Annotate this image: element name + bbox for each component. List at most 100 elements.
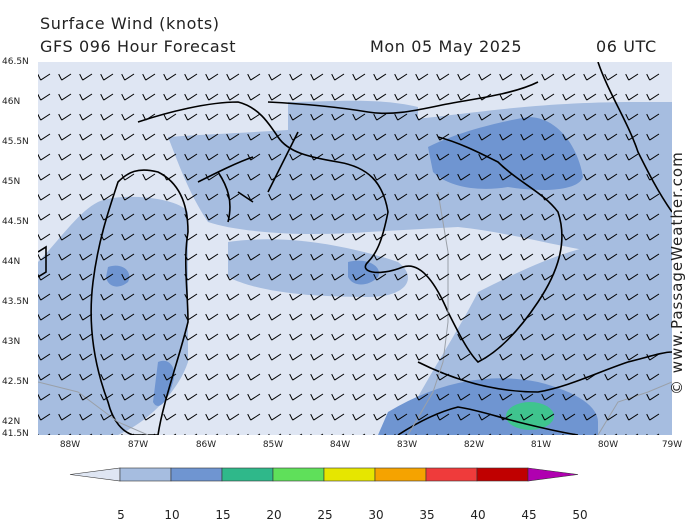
wind-barb bbox=[58, 233, 72, 241]
wind-barb bbox=[499, 413, 513, 421]
wind-barb bbox=[310, 173, 324, 181]
wind-barb bbox=[38, 113, 51, 121]
wind-barb bbox=[100, 153, 114, 161]
wind-barb bbox=[121, 373, 135, 381]
wind-barb bbox=[604, 113, 618, 121]
wind-barb bbox=[478, 393, 492, 401]
wind-barb bbox=[79, 333, 93, 341]
wind-barb bbox=[457, 353, 471, 361]
wind-barb bbox=[289, 233, 303, 241]
wind-barb bbox=[184, 313, 198, 321]
wind-barb bbox=[226, 193, 240, 201]
wind-barb bbox=[478, 153, 492, 161]
wind-barb bbox=[205, 313, 219, 321]
wind-barb bbox=[457, 233, 471, 241]
wind-barb bbox=[373, 173, 387, 181]
wind-barb bbox=[415, 293, 429, 301]
wind-barb bbox=[289, 393, 303, 401]
wind-barb bbox=[352, 273, 366, 281]
wind-barb bbox=[604, 333, 618, 341]
wind-barb bbox=[394, 113, 408, 121]
wind-barb bbox=[100, 313, 114, 321]
wind-barb bbox=[562, 153, 576, 161]
wind-barb bbox=[310, 93, 324, 101]
wind-barb bbox=[352, 393, 366, 401]
wind-barb bbox=[436, 133, 450, 141]
wind-barb bbox=[100, 413, 114, 421]
wind-barb bbox=[247, 73, 261, 81]
wind-barb bbox=[205, 153, 219, 161]
wind-barb bbox=[100, 93, 114, 101]
wind-barb bbox=[184, 393, 198, 401]
wind-barb bbox=[100, 73, 114, 81]
wind-barb bbox=[583, 353, 597, 361]
wind-barb bbox=[457, 133, 471, 141]
wind-barb bbox=[121, 93, 135, 101]
wind-barb bbox=[163, 213, 177, 221]
lon-label: 80W bbox=[597, 440, 619, 450]
wind-barb bbox=[58, 373, 72, 381]
wind-barb bbox=[583, 73, 597, 81]
wind-barb bbox=[331, 273, 345, 281]
wind-barb bbox=[163, 413, 177, 421]
wind-barb bbox=[289, 193, 303, 201]
wind-barb bbox=[352, 73, 366, 81]
wind-barb bbox=[583, 233, 597, 241]
wind-barb bbox=[79, 173, 93, 181]
wind-barb bbox=[394, 133, 408, 141]
wind-barb bbox=[184, 153, 198, 161]
wind-barb bbox=[604, 313, 618, 321]
wind-barb bbox=[373, 353, 387, 361]
wind-barb bbox=[562, 73, 576, 81]
wind-barb bbox=[58, 333, 72, 341]
wind-barb bbox=[352, 93, 366, 101]
legend-swatch bbox=[425, 467, 478, 482]
legend-label: 30 bbox=[368, 508, 384, 522]
wind-barb bbox=[142, 73, 156, 81]
lon-label: 83W bbox=[396, 440, 418, 450]
wind-barb bbox=[436, 353, 450, 361]
wind-barb bbox=[331, 233, 345, 241]
wind-barb bbox=[646, 153, 660, 161]
wind-barb bbox=[310, 113, 324, 121]
wind-barb bbox=[562, 333, 576, 341]
legend-swatch bbox=[170, 467, 223, 482]
wind-barb bbox=[226, 173, 240, 181]
wind-barb bbox=[184, 333, 198, 341]
wind-barb bbox=[310, 313, 324, 321]
wind-barb bbox=[541, 373, 555, 381]
wind-barb bbox=[415, 273, 429, 281]
wind-barb bbox=[646, 353, 660, 361]
wind-barb bbox=[373, 413, 387, 421]
wind-barb bbox=[436, 113, 450, 121]
wind-barb bbox=[499, 313, 513, 321]
wind-barb bbox=[415, 153, 429, 161]
wind-barb bbox=[79, 133, 93, 141]
wind-barb bbox=[38, 153, 51, 161]
wind-barb bbox=[583, 293, 597, 301]
wind-barb bbox=[38, 73, 51, 81]
wind-barb bbox=[121, 233, 135, 241]
wind-barb bbox=[79, 113, 93, 121]
wind-barb bbox=[38, 313, 51, 321]
wind-barb bbox=[226, 393, 240, 401]
wind-barb bbox=[58, 313, 72, 321]
wind-barb bbox=[415, 393, 429, 401]
wind-barb bbox=[289, 373, 303, 381]
wind-barb bbox=[520, 113, 534, 121]
wind-barb bbox=[562, 93, 576, 101]
wind-barb bbox=[373, 273, 387, 281]
wind-barb bbox=[226, 213, 240, 221]
copyright-credit: © www.PassageWeather.com bbox=[668, 151, 686, 395]
wind-barb bbox=[184, 273, 198, 281]
wind-barb bbox=[478, 413, 492, 421]
wind-barb bbox=[415, 73, 429, 81]
wind-barb bbox=[79, 93, 93, 101]
wind-barb bbox=[100, 273, 114, 281]
wind-barb bbox=[541, 93, 555, 101]
wind-barb bbox=[436, 153, 450, 161]
wind-barb bbox=[142, 413, 156, 421]
wind-barb bbox=[373, 373, 387, 381]
wind-barb bbox=[226, 333, 240, 341]
wind-barb bbox=[352, 293, 366, 301]
